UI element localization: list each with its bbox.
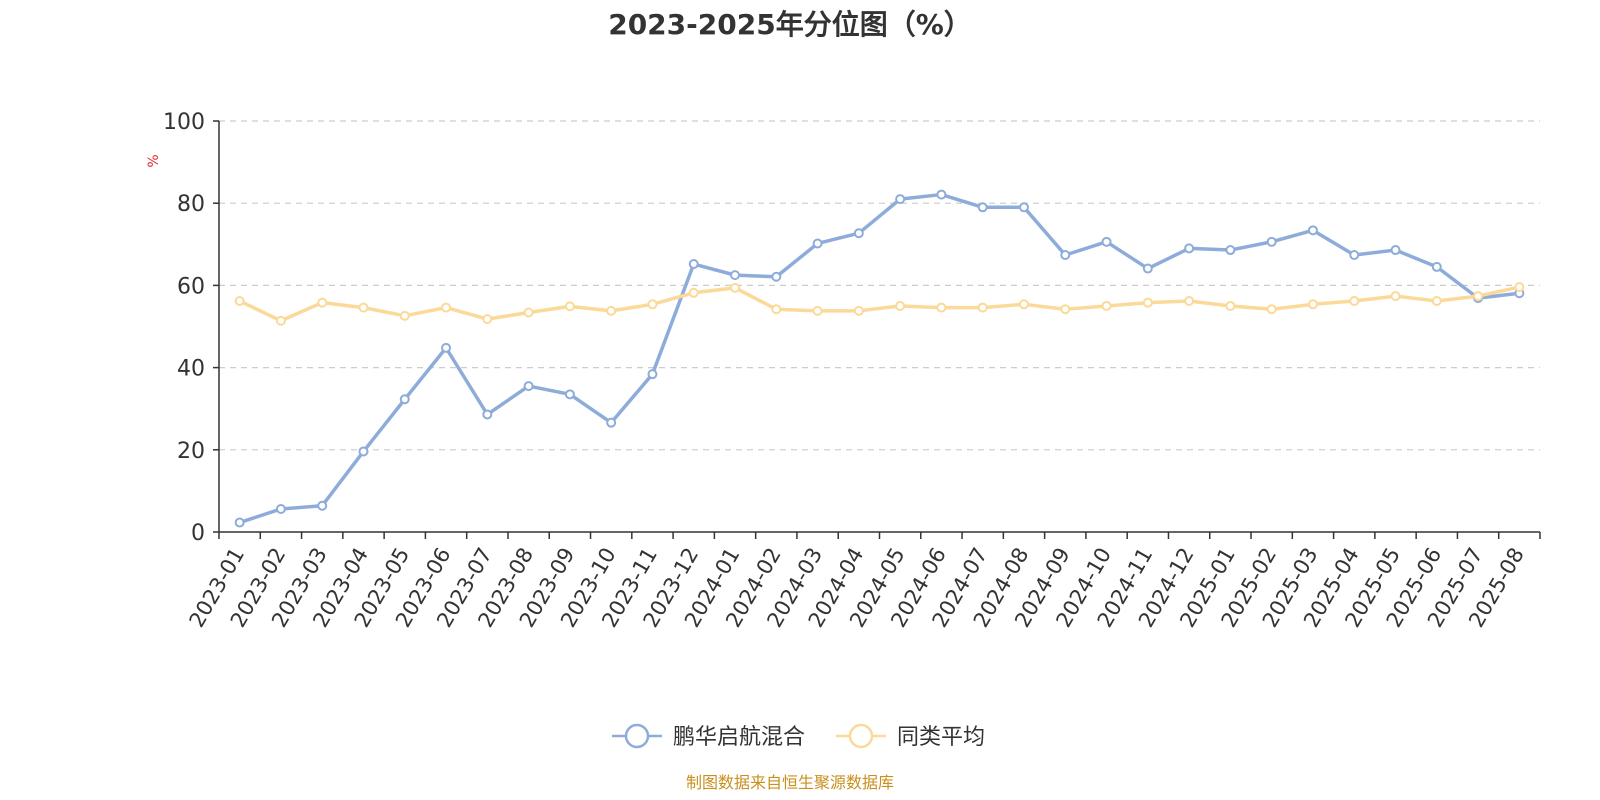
data-point <box>482 314 493 325</box>
data-point <box>688 287 699 298</box>
data-point <box>606 417 617 428</box>
grid-lines <box>219 120 1540 451</box>
data-point <box>275 315 286 326</box>
data-point <box>275 503 286 514</box>
y-axis-label: % <box>146 154 162 167</box>
series-line <box>239 192 1520 525</box>
data-point <box>1101 300 1112 311</box>
data-point <box>1307 225 1318 236</box>
data-point <box>1307 299 1318 310</box>
data-point <box>441 302 452 313</box>
data-point <box>1018 202 1029 213</box>
data-point <box>1184 243 1195 254</box>
data-point <box>771 304 782 315</box>
data-point <box>977 202 988 213</box>
data-point <box>482 409 493 420</box>
data-point <box>977 302 988 313</box>
data-point <box>234 296 245 307</box>
data-point <box>358 446 369 457</box>
legend-label: 同类平均 <box>897 725 985 750</box>
data-point <box>1101 236 1112 247</box>
data-point <box>1060 249 1071 260</box>
data-point <box>317 297 328 308</box>
data-point <box>1349 249 1360 260</box>
axes <box>218 121 1540 533</box>
y-tick-label: 0 <box>191 521 205 546</box>
data-point <box>1142 263 1153 274</box>
data-point <box>234 517 245 528</box>
data-point <box>688 259 699 270</box>
data-point <box>812 305 823 316</box>
series-lines <box>234 189 1525 528</box>
data-point <box>1349 296 1360 307</box>
source-note: 制图数据来自恒生聚源数据库 <box>686 773 894 792</box>
data-point <box>1431 261 1442 272</box>
legend-marker <box>624 723 650 749</box>
data-point <box>441 342 452 353</box>
chart-title: 2023-2025年分位图（%） <box>608 8 972 41</box>
data-point <box>853 305 864 316</box>
data-point <box>853 228 864 239</box>
data-point <box>399 394 410 405</box>
y-tick-label: 80 <box>177 192 205 217</box>
series-line <box>238 285 1520 323</box>
data-point <box>1142 297 1153 308</box>
data-point <box>1390 245 1401 256</box>
data-point <box>812 238 823 249</box>
data-point <box>523 307 534 318</box>
data-point <box>1225 300 1236 311</box>
data-point <box>647 369 658 380</box>
data-point <box>1390 291 1401 302</box>
data-point <box>1266 304 1277 315</box>
data-point <box>564 389 575 400</box>
data-point <box>1060 304 1071 315</box>
y-tick-labels: 0 20 40 60 80 100 <box>163 110 219 546</box>
data-point <box>564 301 575 312</box>
data-point <box>771 271 782 282</box>
data-point <box>1184 296 1195 307</box>
data-point <box>895 300 906 311</box>
y-tick-label: 100 <box>163 110 205 135</box>
legend-label: 鹏华启航混合 <box>673 725 805 750</box>
data-point <box>358 302 369 313</box>
data-point <box>1514 282 1525 293</box>
legend: 鹏华启航混合 同类平均 <box>612 723 985 750</box>
data-point <box>647 299 658 310</box>
y-tick-label: 60 <box>177 274 205 299</box>
data-point <box>606 305 617 316</box>
data-point <box>936 189 947 200</box>
data-point <box>399 310 410 321</box>
data-point <box>1431 296 1442 307</box>
y-tick-label: 20 <box>177 439 205 464</box>
data-point <box>936 302 947 313</box>
data-point <box>523 381 534 392</box>
data-point <box>1018 299 1029 310</box>
data-point <box>317 500 328 511</box>
data-point <box>730 270 741 281</box>
data-point <box>1225 245 1236 256</box>
x-tick-labels: 2023-012023-022023-032023-042023-052023-… <box>185 532 1541 631</box>
y-tick-label: 40 <box>177 357 205 382</box>
data-point <box>730 282 741 293</box>
legend-marker <box>848 723 874 749</box>
data-point <box>895 194 906 205</box>
data-point <box>1473 291 1484 302</box>
data-point <box>1266 236 1277 247</box>
